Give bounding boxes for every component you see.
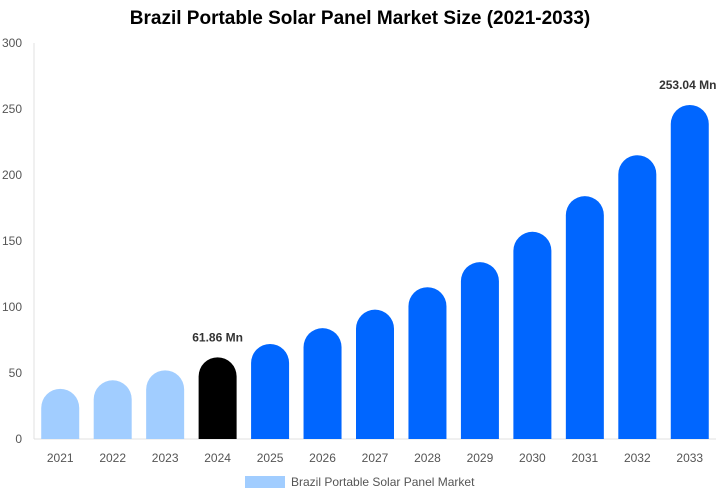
x-tick-label: 2033 [676,451,703,465]
bar-2025 [251,343,290,439]
bar-2026 [303,328,342,439]
y-tick-label: 50 [9,366,23,380]
bar-2029 [460,262,499,439]
legend-label: Brazil Portable Solar Panel Market [291,475,475,489]
bar-2033 [670,104,709,440]
bar-2021 [41,388,80,439]
bar-2024 [198,357,237,439]
data-label: 253.04 Mn [659,78,716,92]
x-tick-label: 2028 [414,451,441,465]
y-tick-label: 150 [2,234,22,248]
y-tick-label: 100 [2,300,22,314]
x-tick-label: 2031 [571,451,598,465]
bar-2027 [356,309,394,439]
x-tick-label: 2022 [99,451,126,465]
x-tick-label: 2026 [309,451,336,465]
data-label: 61.86 Mn [192,330,243,344]
bar-2031 [565,196,604,439]
y-tick-label: 250 [2,102,22,116]
bar-2028 [408,287,447,439]
legend: Brazil Portable Solar Panel Market [245,475,474,489]
y-tick-label: 0 [15,432,22,446]
x-tick-label: 2027 [362,451,389,465]
bar-2023 [146,370,185,439]
y-tick-label: 300 [2,36,22,50]
x-tick-label: 2030 [519,451,546,465]
x-tick-label: 2023 [152,451,179,465]
x-tick-label: 2032 [624,451,651,465]
y-tick-label: 200 [2,168,22,182]
bar-2022 [93,380,132,439]
x-tick-label: 2025 [257,451,284,465]
bar-2032 [618,155,657,439]
legend-swatch [245,476,285,488]
bar-2030 [513,231,552,439]
x-tick-label: 2024 [204,451,231,465]
x-tick-label: 2029 [467,451,494,465]
x-tick-label: 2021 [47,451,74,465]
chart-title: Brazil Portable Solar Panel Market Size … [129,8,591,29]
